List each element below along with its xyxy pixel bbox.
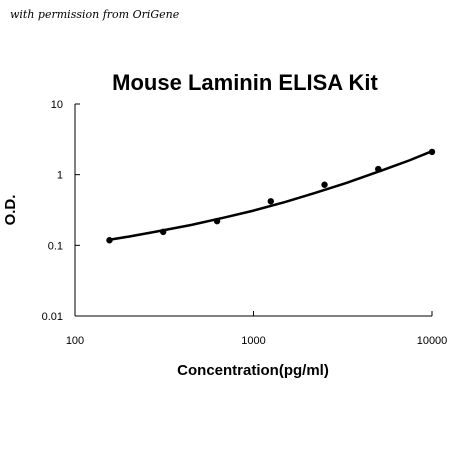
x-tick-label: 100 — [66, 335, 84, 347]
watermark-text: with permission from OriGene — [10, 8, 180, 21]
y-tick-label: 1 — [57, 170, 63, 182]
data-point — [321, 181, 328, 188]
data-points — [106, 148, 436, 244]
y-tick-label: 10 — [51, 99, 63, 111]
y-axis-ticks: 10 1 0.1 0.01 — [42, 99, 80, 323]
data-point — [160, 228, 167, 236]
data-point — [213, 217, 221, 225]
x-tick-label: 10000 — [417, 335, 448, 347]
x-axis-label: Concentration(pg/ml) — [177, 362, 329, 379]
y-tick-label: 0.01 — [42, 311, 63, 323]
data-point — [428, 148, 436, 156]
chart-title: Mouse Laminin ELISA Kit — [112, 70, 378, 95]
x-axis-ticks: 100 1000 10000 — [66, 311, 447, 347]
y-axis-label: O.D. — [2, 195, 19, 226]
x-tick-label: 1000 — [241, 335, 265, 347]
data-point — [267, 198, 274, 205]
data-point — [375, 165, 382, 173]
data-point — [106, 237, 113, 244]
y-tick-label: 0.1 — [48, 240, 63, 252]
fit-curve-line — [109, 150, 433, 241]
